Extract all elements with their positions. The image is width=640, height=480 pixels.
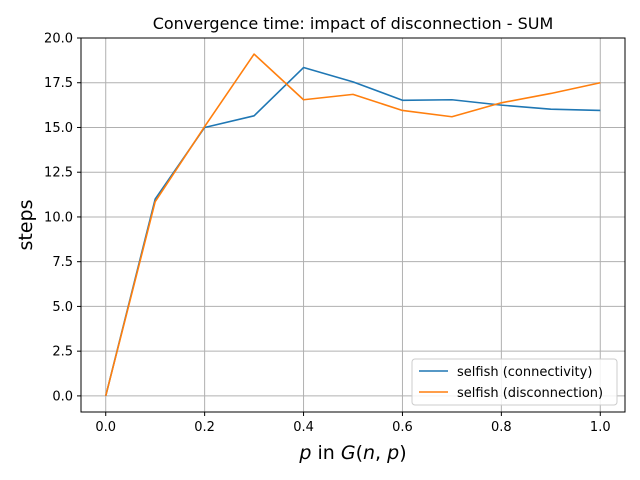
x-axis-label: p in G(n, p): [298, 442, 406, 464]
legend-label-disconnection: selfish (disconnection): [457, 386, 603, 401]
x-tick-label: 0.8: [491, 420, 512, 435]
y-tick-label: 17.5: [44, 76, 73, 91]
y-axis-ticks: 0.0 2.5 5.0 7.5 10.0 12.5 15.0 17.5 20.0: [44, 32, 81, 404]
legend: selfish (connectivity) selfish (disconne…: [411, 358, 618, 406]
legend-label-connectivity: selfish (connectivity): [457, 365, 592, 380]
chart-title: Convergence time: impact of disconnectio…: [153, 14, 554, 33]
x-axis-ticks: 0.0 0.2 0.4 0.6 0.8 1.0: [95, 412, 611, 435]
x-tick-label: 0.2: [194, 420, 215, 435]
series-line-disconnection: [104, 53, 601, 397]
y-tick-label: 7.5: [52, 255, 73, 270]
y-tick-label: 10.0: [44, 210, 73, 225]
y-tick-label: 2.5: [52, 345, 73, 360]
plot-frame: [80, 37, 626, 413]
grid: [81, 37, 625, 412]
y-tick-label: 0.0: [52, 389, 73, 404]
x-tick-label: 1.0: [590, 420, 611, 435]
y-tick-label: 5.0: [52, 300, 73, 315]
y-tick-label: 15.0: [44, 121, 73, 136]
x-tick-label: 0.0: [95, 420, 116, 435]
x-tick-label: 0.6: [392, 420, 413, 435]
series-lines: [104, 53, 601, 397]
y-axis-label: steps: [15, 200, 37, 251]
legend-box: [411, 358, 618, 406]
x-tick-label: 0.4: [293, 420, 314, 435]
y-tick-label: 20.0: [44, 32, 73, 47]
y-tick-label: 12.5: [44, 166, 73, 181]
series-line-connectivity: [104, 66, 601, 397]
